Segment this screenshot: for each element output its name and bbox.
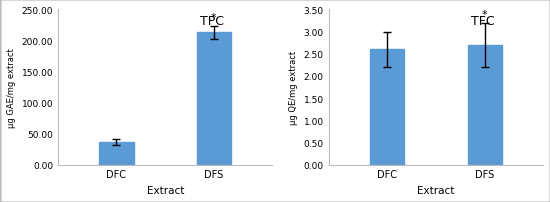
Y-axis label: µg GAE/mg extract: µg GAE/mg extract [7,48,16,127]
Bar [100,142,134,165]
X-axis label: Extract: Extract [417,185,454,195]
Y-axis label: µg QE/mg extract: µg QE/mg extract [289,51,298,124]
Bar [370,50,404,165]
Text: *: * [211,13,217,23]
Bar [197,33,231,165]
X-axis label: Extract: Extract [146,185,184,195]
Title: TFC: TFC [471,15,495,28]
Bar [468,46,502,165]
Title: TPC: TPC [200,15,224,28]
Text: *: * [482,10,487,20]
